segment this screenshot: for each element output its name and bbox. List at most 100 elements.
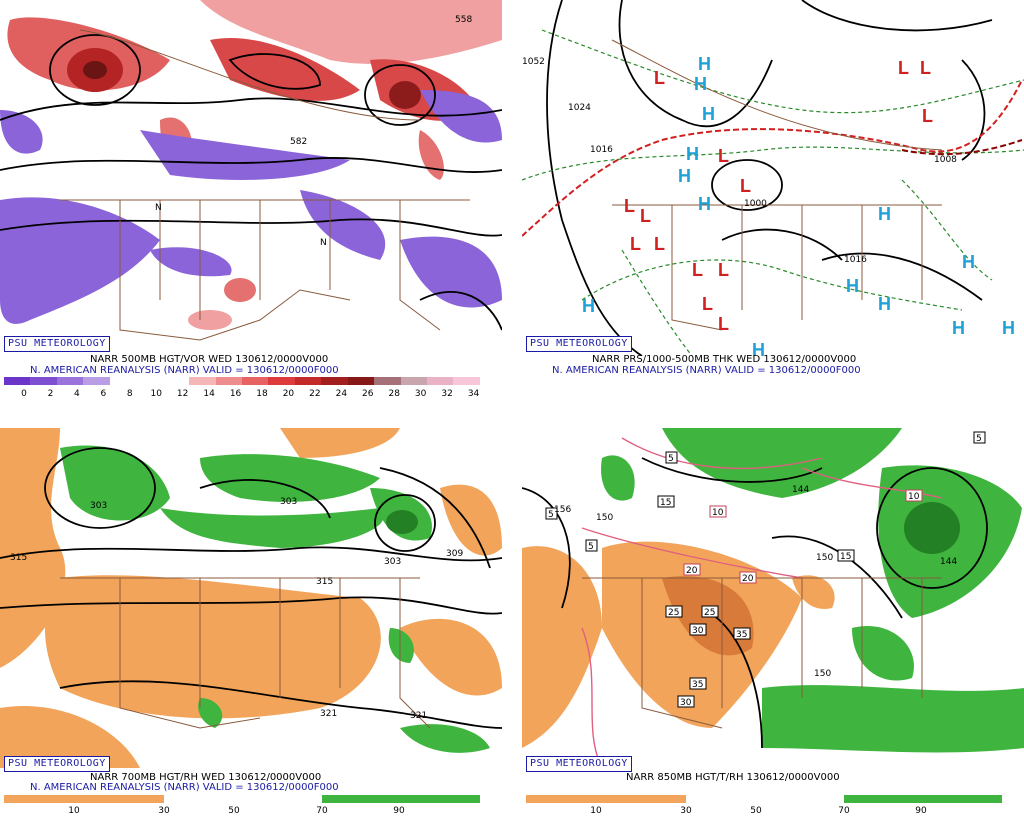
svg-text:H: H: [952, 318, 965, 338]
svg-text:558: 558: [455, 15, 472, 25]
scale-tick-label: 30: [680, 806, 692, 816]
scale-tick-label: 14: [203, 389, 215, 399]
svg-text:30: 30: [680, 698, 692, 708]
svg-text:H: H: [582, 296, 595, 316]
vorticity-map: 558 582 N N: [0, 0, 502, 356]
scale-tick-label: 26: [362, 389, 374, 399]
svg-text:321: 321: [410, 711, 427, 721]
svg-text:10: 10: [712, 508, 724, 518]
scale-tick-label: 50: [750, 806, 762, 816]
svg-text:L: L: [718, 146, 729, 166]
scale-swatch: [136, 377, 163, 385]
panel-850mb-temp-rh: 5 15 10 20 20 25 25 30 35 35 30 15 10 5 …: [522, 428, 1024, 836]
scale-tick-label: 10: [150, 389, 162, 399]
psu-meteorology-badge: PSU METEOROLOGY: [526, 336, 632, 352]
svg-text:L: L: [630, 234, 641, 254]
svg-text:150: 150: [816, 553, 833, 563]
svg-text:1024: 1024: [568, 103, 591, 113]
scale-tick-label: 30: [414, 389, 427, 399]
svg-text:L: L: [898, 58, 909, 78]
svg-text:H: H: [878, 294, 891, 314]
map-caption: NARR 500MB HGT/VOR WED 130612/0000V000: [90, 354, 329, 365]
svg-text:H: H: [698, 54, 711, 74]
svg-text:L: L: [654, 68, 665, 88]
svg-text:582: 582: [290, 137, 307, 147]
svg-text:1000: 1000: [744, 199, 767, 209]
scale-swatch: [347, 377, 375, 385]
scale-swatch: [56, 377, 84, 385]
scale-swatch: [427, 377, 454, 385]
svg-text:N: N: [320, 238, 327, 248]
map-subcaption: N. AMERICAN REANALYSIS (NARR) VALID = 13…: [30, 365, 339, 376]
svg-text:L: L: [922, 106, 933, 126]
scale-tick-label: 6: [100, 389, 107, 399]
temp-rh-850-map: 5 15 10 20 20 25 25 30 35 35 30 15 10 5 …: [522, 428, 1024, 768]
panel-700mb-rh: 303 303 303 309 315 315 321 321 PSU METEOROLO…: [0, 428, 502, 836]
map-caption: NARR PRS/1000-500MB THK WED 130612/0000V…: [592, 354, 857, 365]
svg-text:L: L: [654, 234, 665, 254]
scale-swatch: [109, 377, 137, 385]
temp-box-labels: 5 15 10 20 20 25 25 30 35 35 30 15 10 5 …: [545, 431, 986, 708]
svg-text:H: H: [698, 194, 711, 214]
svg-text:L: L: [920, 58, 931, 78]
svg-text:30: 30: [692, 626, 704, 636]
panel-500mb-vorticity: 558 582 N N PSU METEOROLOGY NARR 500MB H…: [0, 0, 502, 408]
svg-text:303: 303: [90, 501, 107, 511]
svg-text:35: 35: [692, 680, 703, 690]
svg-text:5: 5: [548, 510, 554, 520]
svg-text:20: 20: [686, 566, 698, 576]
svg-text:H: H: [846, 276, 859, 296]
scale-tick-label: 12: [176, 389, 189, 399]
scale-tick-label: 28: [388, 389, 400, 399]
svg-text:L: L: [624, 196, 635, 216]
rh-scale-labels: 10 30 50 70 90: [4, 806, 480, 818]
svg-text:H: H: [752, 340, 765, 356]
scale-tick-label: 90: [915, 806, 927, 816]
svg-text:1016: 1016: [844, 255, 867, 265]
rh-700-map: 303 303 303 309 315 315 321 321: [0, 428, 502, 768]
svg-text:150: 150: [596, 513, 613, 523]
scale-swatch: [241, 377, 269, 385]
svg-text:321: 321: [320, 709, 337, 719]
svg-text:309: 309: [446, 549, 463, 559]
scale-swatch: [321, 377, 348, 385]
scale-tick-label: 24: [335, 389, 348, 399]
map-subcaption: N. AMERICAN REANALYSIS (NARR) VALID = 13…: [552, 365, 861, 376]
svg-text:150: 150: [814, 669, 831, 679]
svg-text:H: H: [1002, 318, 1015, 338]
svg-text:5: 5: [976, 434, 982, 444]
scale-tick-label: 10: [68, 806, 80, 816]
psu-meteorology-badge: PSU METEOROLOGY: [526, 756, 632, 772]
vorticity-color-scale: [4, 377, 480, 385]
svg-text:144: 144: [792, 485, 809, 495]
scale-swatch: [294, 377, 322, 385]
svg-text:H: H: [686, 144, 699, 164]
scale-tick-label: 30: [158, 806, 170, 816]
scale-swatch: [374, 377, 401, 385]
svg-text:315: 315: [10, 553, 27, 563]
svg-text:H: H: [678, 166, 691, 186]
scale-tick-label: 16: [229, 389, 242, 399]
scale-tick-label: 0: [21, 389, 27, 399]
psu-meteorology-badge: PSU METEOROLOGY: [4, 336, 110, 352]
rh-scale-labels: 10 30 50 70 90: [526, 806, 1002, 818]
map-subcaption: N. AMERICAN REANALYSIS (NARR) VALID = 13…: [30, 782, 339, 793]
scale-tick-label: 2: [47, 389, 54, 399]
svg-text:H: H: [694, 74, 707, 94]
svg-text:H: H: [702, 104, 715, 124]
svg-text:303: 303: [280, 497, 297, 507]
rh-color-scale: [526, 795, 1002, 803]
scale-swatch: [215, 377, 242, 385]
scale-swatch: [30, 377, 57, 385]
scale-swatch: [162, 377, 190, 385]
svg-text:15: 15: [660, 498, 671, 508]
scale-tick-label: 50: [228, 806, 240, 816]
svg-text:1052: 1052: [522, 57, 545, 67]
svg-text:L: L: [692, 260, 703, 280]
scale-tick-label: 22: [309, 389, 321, 399]
scale-swatch: [83, 377, 110, 385]
svg-text:5: 5: [668, 454, 674, 464]
svg-text:20: 20: [742, 574, 754, 584]
